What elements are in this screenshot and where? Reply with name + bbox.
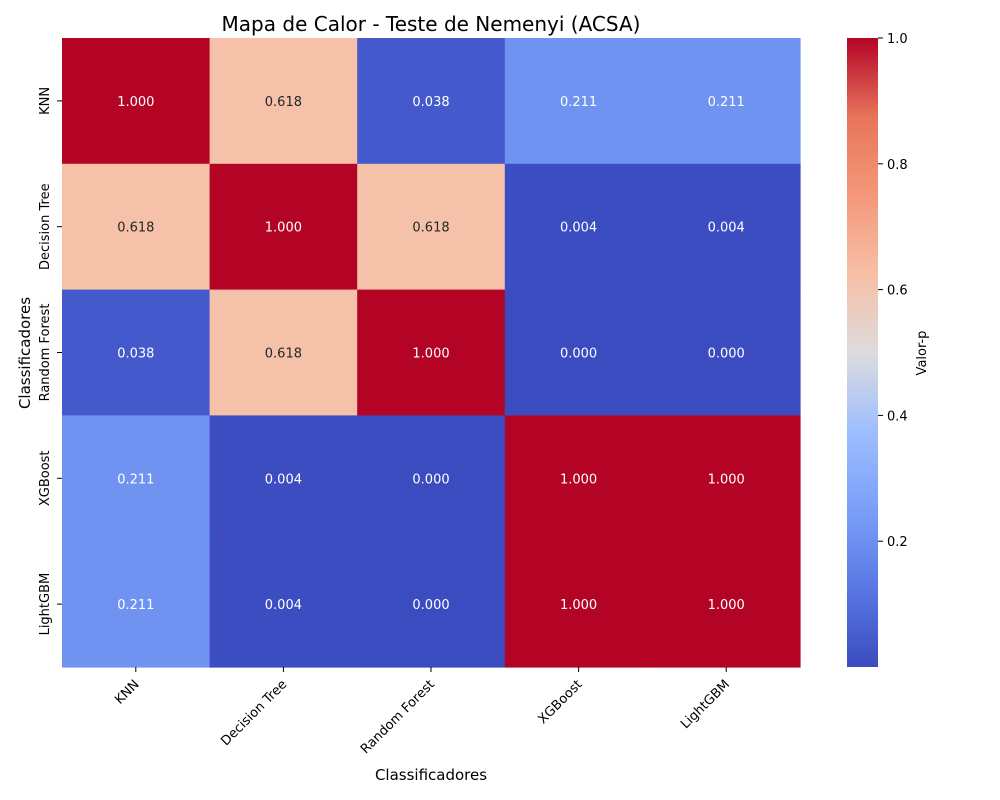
heatmap-cell	[504, 163, 653, 291]
heatmap-cell	[62, 289, 211, 416]
heatmap-cell-labels: 1.000 0.618 0.038 0.211 0.211 0.618 1.000 0.618…	[117, 95, 745, 613]
cell-value-label: 0.000	[412, 472, 449, 487]
x-tick-label: LightGBM	[678, 677, 733, 732]
y-tick-label: KNN	[38, 87, 53, 115]
x-axis: KNN Decision Tree Random Forest XGBoost Ligh…	[112, 667, 733, 757]
heatmap-cell	[504, 289, 653, 416]
cell-value-label: 0.618	[117, 221, 154, 236]
colorbar-ticks: 0.2 0.4 0.6 0.8 1.0	[878, 32, 908, 550]
y-tick-label: Random Forest	[38, 304, 53, 402]
y-tick-label: XGBoost	[38, 450, 53, 506]
colorbar-tick-label: 0.8	[887, 158, 908, 173]
heatmap-cell	[652, 415, 801, 542]
colorbar-tick-label: 0.2	[887, 535, 908, 550]
cell-value-label: 0.038	[412, 95, 449, 110]
cell-value-label: 1.000	[117, 95, 154, 110]
cell-value-label: 0.004	[265, 472, 302, 487]
heatmap-cell	[652, 163, 801, 291]
cell-value-label: 0.618	[265, 95, 302, 110]
colorbar-tick-label: 0.6	[887, 284, 908, 299]
heatmap-cell	[209, 289, 358, 416]
heatmap-cell	[504, 415, 653, 542]
heatmap-cell	[652, 38, 801, 165]
colorbar-label: Valor-p	[915, 331, 930, 376]
heatmap-cell	[209, 415, 358, 542]
x-tick-label: Random Forest	[358, 677, 438, 757]
colorbar: 0.2 0.4 0.6 0.8 1.0 Valor-p	[847, 32, 930, 667]
colorbar-tick-label: 0.4	[887, 409, 908, 424]
heatmap-cell	[652, 541, 801, 668]
heatmap-cell	[357, 163, 506, 291]
heatmap-cell	[62, 38, 211, 165]
cell-value-label: 0.000	[560, 347, 597, 362]
heatmap-cell	[209, 541, 358, 668]
chart-title: Mapa de Calor - Teste de Nemenyi (ACSA)	[222, 12, 641, 36]
heatmap-cell	[62, 163, 211, 291]
heatmap-cell	[357, 38, 506, 165]
cell-value-label: 1.000	[560, 472, 597, 487]
cell-value-label: 1.000	[708, 598, 745, 613]
cell-value-label: 1.000	[265, 221, 302, 236]
y-tick-label: Decision Tree	[38, 183, 53, 270]
heatmap-cells	[62, 38, 801, 668]
cell-value-label: 0.004	[265, 598, 302, 613]
cell-value-label: 1.000	[412, 347, 449, 362]
cell-value-label: 0.211	[708, 95, 745, 110]
cell-value-label: 0.004	[560, 221, 597, 236]
x-tick-label: KNN	[112, 677, 142, 707]
heatmap-cell	[357, 415, 506, 542]
cell-value-label: 0.211	[560, 95, 597, 110]
cell-value-label: 0.618	[412, 221, 449, 236]
heatmap-cell	[652, 289, 801, 416]
y-axis: KNN Decision Tree Random Forest XGBoost Ligh…	[38, 87, 62, 636]
y-tick-label: LightGBM	[38, 573, 53, 636]
cell-value-label: 0.211	[117, 598, 154, 613]
heatmap-cell	[357, 541, 506, 668]
cell-value-label: 0.211	[117, 472, 154, 487]
cell-value-label: 0.000	[708, 347, 745, 362]
cell-value-label: 1.000	[560, 598, 597, 613]
cell-value-label: 1.000	[708, 472, 745, 487]
colorbar-gradient	[847, 38, 878, 667]
y-axis-label: Classificadores	[16, 297, 34, 409]
cell-value-label: 0.038	[117, 347, 154, 362]
heatmap-cell	[62, 415, 211, 542]
heatmap-cell	[357, 289, 506, 416]
cell-value-label: 0.004	[708, 221, 745, 236]
heatmap-cell	[504, 541, 653, 668]
cell-value-label: 0.618	[265, 347, 302, 362]
heatmap-cell	[209, 38, 358, 165]
heatmap-cell	[504, 38, 653, 165]
x-tick-label: Decision Tree	[218, 677, 290, 749]
x-tick-label: XGBoost	[535, 677, 585, 727]
heatmap-cell	[209, 163, 358, 291]
x-axis-label: Classificadores	[375, 766, 487, 784]
colorbar-tick-label: 1.0	[887, 32, 908, 47]
cell-value-label: 0.000	[412, 598, 449, 613]
heatmap-cell	[62, 541, 211, 668]
